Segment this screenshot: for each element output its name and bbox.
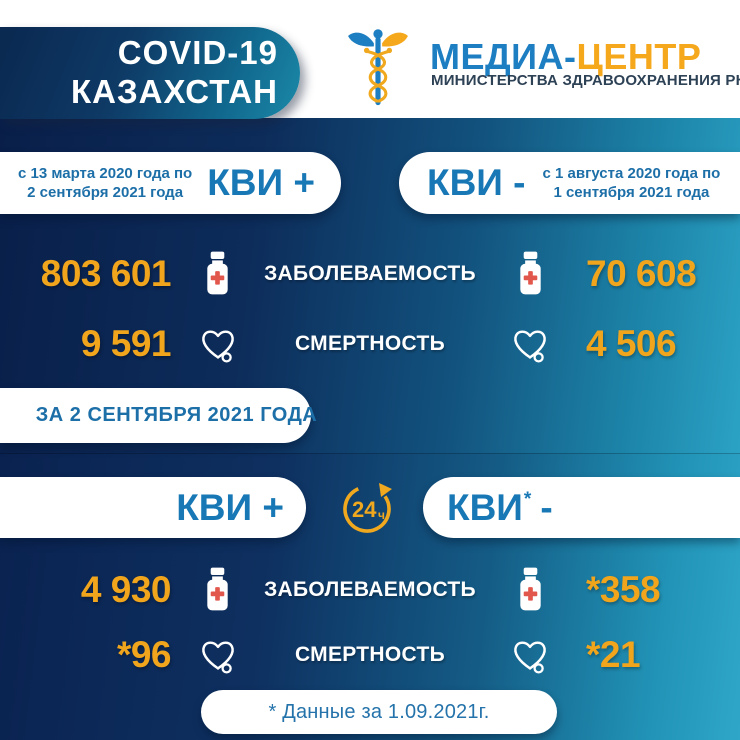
- mortality-label: СМЕРТНОСТЬ: [294, 643, 445, 666]
- daily-incidence-kvi-plus: 4 930: [80, 569, 172, 610]
- mortality-label: СМЕРТНОСТЬ: [294, 332, 445, 355]
- cumulative-mortality-kvi-plus: 9 591: [80, 323, 172, 364]
- medicine-bottle-icon: [201, 251, 234, 297]
- brand-name-primary: МЕДИА-: [430, 36, 577, 77]
- footnote-text: * Данные за 1.09.2021г.: [268, 700, 490, 723]
- heart-stethoscope-icon: [508, 323, 552, 365]
- kvi-plus-period-line2: 2 сентября 2021 года: [27, 184, 184, 201]
- daily-kvi-minus-pill: КВИ* -: [423, 477, 740, 538]
- daily-kvi-minus-label: КВИ* -: [447, 487, 553, 529]
- kvi-minus-period: с 1 августа 2020 года по 1 сентября 2021…: [543, 164, 721, 203]
- incidence-label: ЗАБОЛЕВАЕМОСТЬ: [264, 262, 476, 285]
- clock-24h-icon: 24 ч: [343, 483, 392, 533]
- kvi-plus-period-pill: с 13 марта 2020 года по 2 сентября 2021 …: [0, 152, 341, 214]
- kvi-minus-label: КВИ -: [427, 162, 526, 203]
- cumulative-incidence-kvi-plus: 803 601: [40, 253, 172, 294]
- daily-date-label: ЗА 2 СЕНТЯБРЯ 2021 ГОДА: [35, 404, 318, 426]
- daily-mortality-kvi-plus: *96: [116, 634, 172, 675]
- cumulative-incidence-kvi-minus: 70 608: [586, 253, 697, 294]
- daily-kvi-plus-pill: КВИ +: [0, 477, 306, 538]
- medicine-bottle-icon: [514, 567, 547, 613]
- daily-mortality-row: *96 СМЕРТНОСТЬ *21: [0, 627, 740, 683]
- brand-name: МЕДИА-ЦЕНТР: [430, 36, 701, 78]
- badge-24-suffix: ч: [378, 508, 385, 522]
- heart-stethoscope-icon: [196, 634, 240, 676]
- daily-incidence-row: 4 930 ЗАБОЛЕВАЕМОСТЬ *358: [0, 562, 740, 618]
- caduceus-icon: [348, 29, 408, 106]
- footnote-pill: * Данные за 1.09.2021г.: [201, 690, 557, 734]
- daily-mortality-kvi-minus: *21: [586, 634, 641, 675]
- kvi-minus-period-line2: 1 сентября 2021 года: [553, 184, 710, 201]
- kvi-plus-label: КВИ +: [207, 162, 315, 203]
- medicine-bottle-icon: [201, 567, 234, 613]
- cumulative-mortality-row: 9 591 СМЕРТНОСТЬ 4 506: [0, 316, 740, 372]
- daily-kvi-minus-sign: -: [540, 486, 553, 528]
- medicine-bottle-icon: [514, 251, 547, 297]
- cumulative-mortality-kvi-minus: 4 506: [586, 323, 677, 364]
- kvi-plus-period: с 13 марта 2020 года по 2 сентября 2021 …: [18, 164, 192, 203]
- heart-stethoscope-icon: [508, 634, 552, 676]
- daily-incidence-kvi-minus: *358: [586, 569, 661, 610]
- incidence-label: ЗАБОЛЕВАЕМОСТЬ: [264, 578, 476, 601]
- daily-date-pill: ЗА 2 СЕНТЯБРЯ 2021 ГОДА: [0, 388, 317, 443]
- kvi-minus-period-pill: КВИ - с 1 августа 2020 года по 1 сентябр…: [399, 152, 740, 214]
- kvi-plus-period-line1: с 13 марта 2020 года по: [17, 164, 193, 182]
- heart-stethoscope-icon: [196, 323, 240, 365]
- cumulative-incidence-row: 803 601 ЗАБОЛЕВАЕМОСТЬ 70 608: [0, 246, 740, 302]
- kvi-minus-period-line1: с 1 августа 2020 года по: [542, 164, 721, 182]
- daily-kvi-plus-label: КВИ +: [176, 486, 284, 528]
- covid-title-line1: COVID-19: [117, 34, 278, 72]
- badge-24-number: 24: [352, 497, 377, 522]
- section-divider: [0, 453, 740, 454]
- daily-kvi-minus-asterisk: *: [523, 488, 532, 510]
- covid-title-line2: КАЗАХСТАН: [71, 73, 278, 110]
- brand-subtitle: МИНИСТЕРСТВА ЗДРАВООХРАНЕНИЯ РК: [431, 72, 740, 89]
- brand-name-secondary: ЦЕНТР: [576, 36, 702, 77]
- daily-kvi-minus-base: КВИ: [447, 486, 523, 528]
- covid-title-pill: COVID-19 КАЗАХСТАН: [0, 27, 300, 119]
